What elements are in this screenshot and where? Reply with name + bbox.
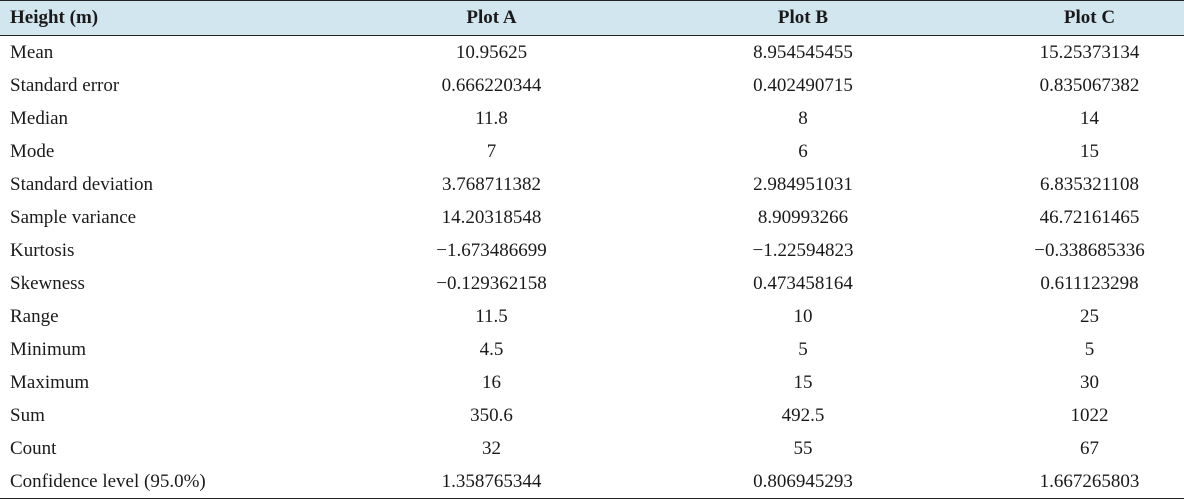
cell-sum-plot-c: 1022 (1070, 405, 1109, 426)
cell-median-label: Median (10, 108, 69, 129)
header-plot-b: Plot B (647, 1, 959, 36)
table-row-mean: Mean 10.95625 8.954545455 15.25373134 (0, 36, 1184, 70)
cell-kurtosis-plot-b: −1.22594823 (752, 240, 854, 261)
table-row-confidence-level: Confidence level (95.0%) 1.358765344 0.806… (0, 465, 1184, 498)
cell-skewness-plot-b: 0.473458164 (753, 273, 853, 294)
cell-count-plot-b: 55 (793, 438, 813, 459)
cell-mean-plot-c: 15.25373134 (1039, 42, 1140, 63)
cell-count-label: Count (10, 438, 57, 459)
cell-maximum-plot-a: 16 (482, 372, 501, 393)
table-row-standard-deviation: Standard deviation 3.768711382 2.984951031… (0, 168, 1184, 201)
cell-mode-plot-b: 6 (798, 141, 808, 162)
table-row-minimum: Minimum 4.5 5 5 (0, 333, 1184, 366)
table-row-sum: Sum 350.6 492.5 1022 (0, 399, 1184, 432)
cell-maximum-label: Maximum (10, 372, 90, 393)
cell-mean-plot-a: 10.95625 (455, 42, 528, 63)
table-row-sample-variance: Sample variance 14.20318548 8.90993266 46.7… (0, 201, 1184, 234)
cell-skewness-plot-c: 0.611123298 (1040, 273, 1139, 294)
cell-standard-error-plot-c: 0.835067382 (1039, 75, 1140, 96)
header-row: Height (m) Plot A Plot B Plot C (0, 1, 1184, 36)
cell-maximum-plot-c: 30 (1080, 372, 1099, 393)
cell-median-plot-c: 14 (1080, 108, 1099, 129)
table-body: Mean 10.95625 8.954545455 15.25373134 Standa… (0, 36, 1184, 499)
cell-standard-error-label: Standard error (10, 75, 120, 96)
cell-confidence-level-plot-a: 1.358765344 (441, 471, 542, 492)
table-row-maximum: Maximum 16 15 30 (0, 366, 1184, 399)
cell-kurtosis-plot-c: −0.338685336 (1034, 240, 1145, 261)
cell-confidence-level-plot-c: 1.667265803 (1039, 471, 1140, 492)
cell-confidence-level-label: Confidence level (95.0%) (10, 471, 206, 492)
cell-confidence-level-plot-b: 0.806945293 (753, 471, 853, 492)
cell-mode-plot-c: 15 (1080, 141, 1099, 162)
header-plot-c: Plot C (959, 1, 1184, 36)
table-row-standard-error: Standard error 0.666220344 0.402490715 0.83… (0, 69, 1184, 102)
cell-sum-label: Sum (10, 405, 45, 426)
cell-mean-plot-b: 8.954545455 (753, 42, 853, 63)
cell-minimum-plot-a: 4.5 (479, 339, 504, 360)
cell-standard-deviation-plot-a: 3.768711382 (441, 174, 542, 195)
cell-range-plot-c: 25 (1080, 306, 1099, 327)
cell-minimum-label: Minimum (10, 339, 87, 360)
cell-sample-variance-label: Sample variance (10, 207, 137, 228)
header-height: Height (m) (0, 1, 336, 36)
table-row-range: Range 11.5 10 25 (0, 300, 1184, 333)
cell-count-plot-a: 32 (482, 438, 501, 459)
cell-median-plot-b: 8 (798, 108, 808, 129)
cell-mean-label: Mean (10, 42, 54, 63)
cell-range-label: Range (10, 306, 59, 327)
header-plot-a: Plot A (336, 1, 647, 36)
cell-range-plot-a: 11.5 (475, 306, 508, 327)
cell-sum-plot-a: 350.6 (470, 405, 513, 426)
cell-standard-deviation-label: Standard deviation (10, 174, 153, 195)
table-row-count: Count 32 55 67 (0, 432, 1184, 465)
cell-sample-variance-plot-a: 14.20318548 (441, 207, 542, 228)
table-row-mode: Mode 7 6 15 (0, 135, 1184, 168)
cell-range-plot-b: 10 (793, 306, 813, 327)
table-row-skewness: Skewness −0.129362158 0.473458164 0.6111232… (0, 267, 1184, 300)
table-header: Height (m) Plot A Plot B Plot C (0, 1, 1184, 36)
cell-standard-error-plot-a: 0.666220344 (441, 75, 542, 96)
cell-standard-deviation-plot-b: 2.984951031 (753, 174, 853, 195)
cell-standard-deviation-plot-c: 6.835321108 (1039, 174, 1140, 195)
cell-standard-error-plot-b: 0.402490715 (753, 75, 853, 96)
table-row-median: Median 11.8 8 14 (0, 102, 1184, 135)
cell-sum-plot-b: 492.5 (781, 405, 825, 426)
cell-skewness-label: Skewness (10, 273, 85, 294)
cell-skewness-plot-a: −0.129362158 (436, 273, 547, 294)
cell-mode-label: Mode (10, 141, 55, 162)
cell-sample-variance-plot-c: 46.72161465 (1039, 207, 1140, 228)
cell-kurtosis-label: Kurtosis (10, 240, 75, 261)
table-row-kurtosis: Kurtosis −1.673486699 −1.22594823 −0.338685… (0, 234, 1184, 267)
cell-minimum-plot-b: 5 (798, 339, 808, 360)
cell-mode-plot-a: 7 (486, 141, 497, 162)
cell-kurtosis-plot-a: −1.673486699 (436, 240, 547, 261)
cell-sample-variance-plot-b: 8.90993266 (757, 207, 849, 228)
cell-median-plot-a: 11.8 (475, 108, 508, 129)
cell-count-plot-c: 67 (1080, 438, 1099, 459)
cell-minimum-plot-c: 5 (1084, 339, 1095, 360)
cell-maximum-plot-b: 15 (793, 372, 813, 393)
